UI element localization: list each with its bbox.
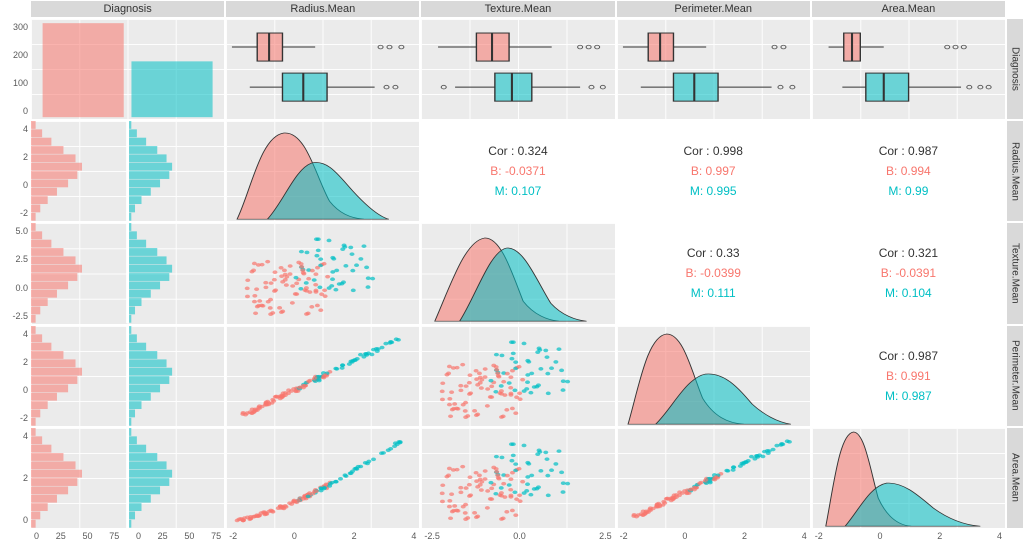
yaxis-row4: 420 — [0, 427, 30, 529]
panel-box-area — [811, 18, 1006, 120]
cor-m: M: 0.111 — [691, 286, 736, 300]
panel-dens-perimeter — [616, 325, 811, 427]
panel-scatter-r4c3 — [616, 427, 811, 529]
panel-cor-r2c3: Cor : 0.33 B: -0.0399 M: 0.111 — [616, 222, 811, 324]
yaxis-row3: 420-2 — [0, 325, 30, 427]
panel-scatter-r4c2 — [420, 427, 615, 529]
panel-cor-r1c4: Cor : 0.987 B: 0.994 M: 0.99 — [811, 120, 1006, 222]
strip-top-area: Area.Mean — [811, 0, 1006, 18]
cor-b: B: 0.991 — [886, 369, 931, 383]
cor-overall: Cor : 0.987 — [879, 144, 938, 158]
panel-diag-diag — [30, 18, 225, 120]
corner-tr — [1006, 0, 1024, 18]
yaxis-row1: 420-2 — [0, 120, 30, 222]
panel-cor-r3c4: Cor : 0.987 B: 0.991 M: 0.987 — [811, 325, 1006, 427]
cor-overall: Cor : 0.998 — [684, 144, 743, 158]
panel-box-texture — [420, 18, 615, 120]
cor-overall: Cor : 0.33 — [687, 246, 740, 260]
cor-b: B: -0.0391 — [881, 266, 936, 280]
panel-dens-texture — [420, 222, 615, 324]
panel-histo-area — [30, 427, 225, 529]
corner-tl — [0, 0, 30, 18]
strip-right-radius: Radius.Mean — [1006, 120, 1024, 222]
panel-scatter-r2c1 — [225, 222, 420, 324]
cor-overall: Cor : 0.324 — [488, 144, 547, 158]
xaxis-col2: -2.50.02.5 — [420, 529, 615, 559]
corner-br — [1006, 529, 1024, 559]
cor-m: M: 0.995 — [690, 184, 737, 198]
yaxis-row0: 3002001000 — [0, 18, 30, 120]
xaxis-col1: -2024 — [225, 529, 420, 559]
cor-m: M: 0.987 — [885, 389, 932, 403]
strip-top-perimeter: Perimeter.Mean — [616, 0, 811, 18]
cor-m: M: 0.104 — [885, 286, 932, 300]
strip-top-texture: Texture.Mean — [420, 0, 615, 18]
panel-box-perimeter — [616, 18, 811, 120]
panel-cor-r1c3: Cor : 0.998 B: 0.997 M: 0.995 — [616, 120, 811, 222]
cor-overall: Cor : 0.987 — [879, 349, 938, 363]
panel-dens-radius — [225, 120, 420, 222]
cor-b: B: -0.0399 — [686, 266, 741, 280]
strip-right-texture: Texture.Mean — [1006, 222, 1024, 324]
strip-right-area: Area.Mean — [1006, 427, 1024, 529]
cor-b: B: 0.997 — [691, 164, 736, 178]
panel-histo-radius — [30, 120, 225, 222]
panel-cor-r2c4: Cor : 0.321 B: -0.0391 M: 0.104 — [811, 222, 1006, 324]
strip-right-diagnosis: Diagnosis — [1006, 18, 1024, 120]
panel-scatter-r3c1 — [225, 325, 420, 427]
xaxis-col3: -2024 — [616, 529, 811, 559]
yaxis-row2: 5.02.50.0-2.5 — [0, 222, 30, 324]
cor-overall: Cor : 0.321 — [879, 246, 938, 260]
panel-histo-perimeter — [30, 325, 225, 427]
panel-cor-r1c2: Cor : 0.324 B: -0.0371 M: 0.107 — [420, 120, 615, 222]
strip-top-radius: Radius.Mean — [225, 0, 420, 18]
corner-bl — [0, 529, 30, 559]
strip-right-perimeter: Perimeter.Mean — [1006, 325, 1024, 427]
xaxis-col4: -2024 — [811, 529, 1006, 559]
panel-scatter-r3c2 — [420, 325, 615, 427]
cor-m: M: 0.99 — [888, 184, 928, 198]
panel-dens-area — [811, 427, 1006, 529]
panel-box-radius — [225, 18, 420, 120]
cor-b: B: -0.0371 — [490, 164, 545, 178]
xaxis-col0: 02550750255075 — [30, 529, 225, 559]
cor-b: B: 0.994 — [886, 164, 931, 178]
cor-m: M: 0.107 — [495, 184, 542, 198]
panel-scatter-r4c1 — [225, 427, 420, 529]
pairs-matrix: Diagnosis Radius.Mean Texture.Mean Perim… — [0, 0, 1024, 559]
panel-histo-texture — [30, 222, 225, 324]
strip-top-diagnosis: Diagnosis — [30, 0, 225, 18]
